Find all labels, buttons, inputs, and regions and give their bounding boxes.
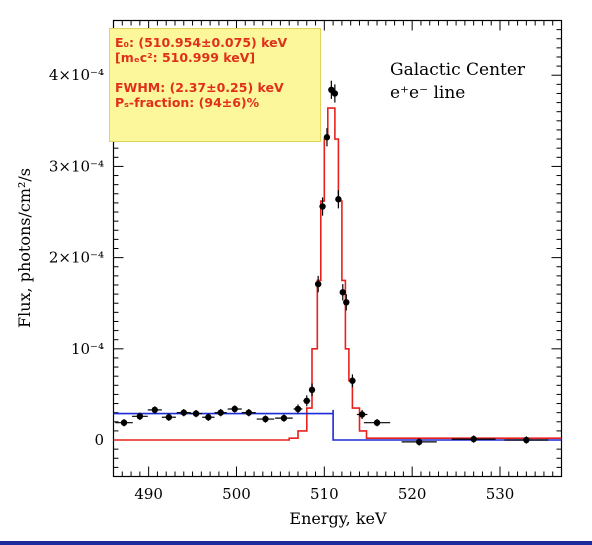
data-point xyxy=(356,409,368,420)
y-axis-label: Flux, photons/cm²/s xyxy=(15,168,34,328)
ps-fraction-value: Pₛ-fraction: (94±6)% xyxy=(115,95,260,110)
annotation-galactic-center: Galactic Center xyxy=(390,60,526,80)
data-point xyxy=(349,374,356,388)
data-point xyxy=(256,415,275,423)
mec2-value: [mₑc²: 510.999 keV] xyxy=(115,50,256,65)
x-axis-ticks: 490 500 510 520 530 xyxy=(121,20,554,503)
bottom-divider xyxy=(0,541,592,545)
data-point xyxy=(451,435,496,443)
data-point xyxy=(343,294,350,311)
fwhm-value: FWHM: (2.37±0.25) keV xyxy=(115,80,284,95)
data-point xyxy=(227,405,242,413)
data-point xyxy=(214,409,227,417)
blue-model-line xyxy=(113,409,562,441)
x-tick-label: 490 xyxy=(134,485,163,503)
x-axis-label: Energy, keV xyxy=(289,509,387,528)
data-point xyxy=(161,413,176,421)
data-point xyxy=(202,413,215,421)
data-point xyxy=(504,436,549,444)
data-point xyxy=(323,128,331,147)
data-point xyxy=(131,412,148,420)
data-point xyxy=(303,395,311,407)
y-tick-label: 2×10⁻⁴ xyxy=(49,249,104,267)
y-tick-label: 4×10⁻⁴ xyxy=(49,66,104,84)
data-point xyxy=(147,406,162,414)
x-tick-label: 530 xyxy=(486,485,515,503)
data-point xyxy=(401,438,437,446)
data-point xyxy=(314,275,322,293)
data-point xyxy=(293,404,303,414)
e0-value: E₀: (510.954±0.075) keV xyxy=(115,35,288,50)
data-point xyxy=(176,409,191,417)
data-point xyxy=(339,284,346,301)
data-point xyxy=(319,197,326,216)
x-tick-label: 520 xyxy=(398,485,427,503)
data-points-layer xyxy=(115,80,549,446)
red-model-line xyxy=(113,107,562,441)
x-tick-label: 510 xyxy=(310,485,339,503)
data-point xyxy=(331,84,339,103)
data-point xyxy=(308,383,316,397)
data-point xyxy=(335,190,342,209)
y-tick-label: 3×10⁻⁴ xyxy=(49,157,104,175)
x-tick-label: 500 xyxy=(222,485,251,503)
fit-results-box: E₀: (510.954±0.075) keV [mₑc²: 510.999 k… xyxy=(109,28,321,142)
y-tick-label: 10⁻⁴ xyxy=(71,340,104,358)
data-point xyxy=(275,414,293,422)
data-point xyxy=(363,419,391,427)
data-point xyxy=(115,419,133,427)
series-layer xyxy=(113,107,562,441)
data-point xyxy=(189,409,203,418)
data-point xyxy=(241,409,256,417)
annotation-ee-line: e⁺e⁻ line xyxy=(390,83,465,103)
y-axis-ticks: 0 10⁻⁴ 2×10⁻⁴ 3×10⁻⁴ 4×10⁻⁴ xyxy=(49,29,562,468)
y-tick-label: 0 xyxy=(94,431,104,449)
